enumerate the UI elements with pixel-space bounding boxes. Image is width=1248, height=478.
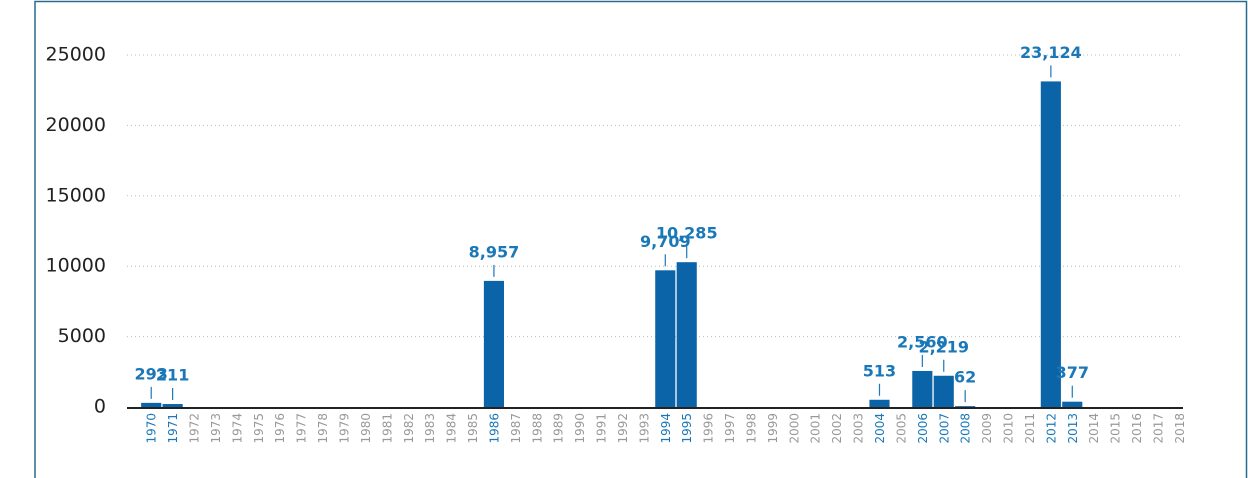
y-tick-label: 25000 [46, 44, 106, 66]
x-tick-label: 2014 [1087, 413, 1101, 444]
x-tick-label: 1987 [509, 413, 523, 444]
value-label: 62 [954, 368, 976, 387]
x-tick-label: 2009 [980, 413, 994, 444]
x-tick-label: 2008 [959, 413, 973, 444]
x-tick-label: 1996 [702, 413, 716, 444]
x-tick-label: 1990 [573, 413, 587, 444]
x-tick-label: 2007 [937, 413, 951, 444]
x-tick-label: 1992 [616, 413, 630, 444]
x-tick-label: 1982 [402, 413, 416, 444]
x-tick-label: 1999 [766, 413, 780, 444]
bar [1040, 81, 1061, 408]
x-tick-label: 1985 [466, 413, 480, 444]
x-tick-label: 1970 [145, 413, 159, 444]
x-tick-label: 2006 [916, 413, 930, 444]
x-tick-label: 1986 [487, 413, 501, 444]
x-tick-label: 1972 [188, 413, 202, 444]
x-tick-label: 1997 [723, 413, 737, 444]
x-tick-label: 1983 [423, 413, 437, 444]
x-tick-label: 2011 [1023, 413, 1037, 444]
x-tick-label: 1991 [595, 413, 609, 444]
x-tick-label: 1995 [680, 413, 694, 444]
value-label: 8,957 [469, 242, 520, 261]
y-tick-label: 0 [94, 396, 106, 418]
value-label: 23,124 [1020, 43, 1082, 62]
y-tick-label: 15000 [46, 184, 106, 206]
x-tick-label: 2018 [1173, 413, 1187, 444]
value-label: 513 [863, 361, 896, 380]
x-tick-label: 2004 [873, 413, 887, 444]
x-tick-label: 1994 [659, 413, 673, 444]
x-tick-label: 2000 [787, 413, 801, 444]
value-label: 377 [1056, 363, 1089, 382]
x-tick-label: 1980 [359, 413, 373, 444]
x-tick-label: 2001 [809, 413, 823, 444]
x-tick-label: 1977 [295, 413, 309, 444]
bar [141, 402, 162, 407]
x-tick-label: 2017 [1151, 413, 1165, 444]
bar [933, 375, 954, 407]
y-tick-label: 5000 [58, 325, 106, 347]
y-tick-label: 20000 [46, 114, 106, 136]
x-tick-label: 2016 [1130, 413, 1144, 444]
bar [955, 406, 976, 407]
x-tick-label: 2015 [1109, 413, 1123, 444]
x-tick-label: 1979 [337, 413, 351, 444]
x-tick-label: 1981 [380, 413, 394, 444]
bar [1062, 401, 1083, 407]
value-label: 2,560 [897, 332, 948, 351]
x-tick-label: 2012 [1044, 413, 1058, 444]
x-tick-label: 1989 [552, 413, 566, 444]
x-tick-label: 2010 [1002, 413, 1016, 444]
value-label: 10,285 [656, 224, 718, 243]
x-tick-label: 2013 [1066, 413, 1080, 444]
x-tick-label: 1976 [273, 413, 287, 444]
bar [483, 280, 504, 407]
x-tick-label: 1978 [316, 413, 330, 444]
bar [162, 404, 183, 407]
value-label: 293 [135, 364, 168, 383]
x-tick-label: 1988 [530, 413, 544, 444]
x-tick-label: 2002 [830, 413, 844, 444]
x-tick-label: 1993 [637, 413, 651, 444]
value-label: 9,709 [640, 232, 691, 251]
bar [655, 270, 676, 407]
x-tick-label: 1984 [445, 413, 459, 444]
y-tick-label: 10000 [46, 255, 106, 277]
x-tick-label: 2005 [894, 413, 908, 444]
x-tick-label: 1973 [209, 413, 223, 444]
x-tick-label: 1971 [166, 413, 180, 444]
bar [912, 370, 933, 407]
x-tick-label: 2003 [852, 413, 866, 444]
value-label: 2,219 [918, 337, 969, 356]
bar [676, 262, 697, 407]
x-tick-label: 1975 [252, 413, 266, 444]
x-tick-label: 1998 [744, 413, 758, 444]
bar [869, 399, 890, 407]
x-tick-label: 1974 [230, 413, 244, 444]
frame [34, 0, 1248, 478]
value-label: 211 [156, 366, 189, 385]
